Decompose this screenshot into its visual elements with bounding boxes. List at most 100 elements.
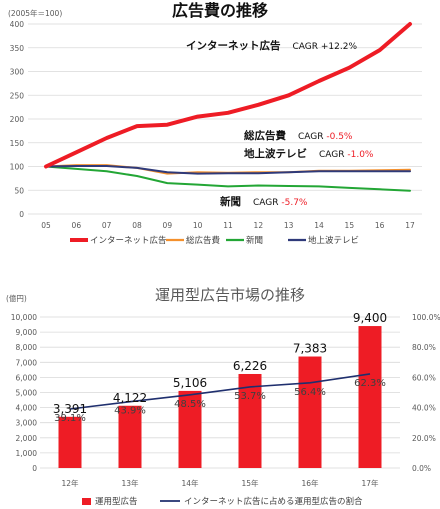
chart1-x-tick-label: 17: [405, 221, 415, 230]
chart2-bar: [238, 373, 262, 468]
chart2-x-tick-label: 14年: [181, 478, 199, 488]
chart1-y-tick-label: 100: [10, 163, 25, 172]
chart2-legend-swatch: [82, 498, 91, 505]
chart2-y2-tick-label: 80.0%: [412, 343, 436, 352]
chart2-ratio-value-label: 53.7%: [234, 391, 266, 402]
chart2-y-tick-label: 10,000: [11, 313, 37, 322]
chart2-legend-label: インターネット広告に占める運用型広告の割合: [184, 496, 363, 507]
chart2-y2-tick-label: 60.0%: [412, 373, 436, 382]
chart2-bar: [118, 405, 142, 468]
chart2-unit-note: (億円): [6, 293, 27, 303]
chart2-bar: [58, 416, 82, 468]
chart1-y-tick-label: 0: [19, 210, 24, 219]
chart1-series-line: [44, 22, 412, 169]
chart1-x-tick-label: 11: [223, 221, 233, 230]
chart1-legend-label: 地上波テレビ: [308, 235, 359, 246]
chart2-x-tick-label: 15年: [241, 478, 259, 488]
chart1-annotation-cagr-value: -0.5%: [326, 132, 353, 142]
chart1-x-tick-label: 09: [163, 221, 173, 230]
chart2-bar-value-label: 3,391: [53, 402, 87, 416]
chart1-unit-note: (2005年＝100): [8, 8, 62, 18]
chart2-grid: [40, 316, 400, 469]
chart1-y-tick-label: 150: [10, 139, 25, 148]
chart2-y-tick-label: 7,000: [16, 358, 38, 367]
chart2-ratio-value-label: 48.5%: [174, 399, 206, 410]
chart1-x-tick-label: 12: [254, 221, 264, 230]
chart1-y-tick-label: 250: [10, 91, 25, 100]
chart2-y-tick-label: 6,000: [16, 373, 38, 382]
chart2-legend: 運用型広告 インターネット広告に占める運用型広告の割合: [82, 496, 363, 507]
chart1-legend-label: 総広告費: [186, 235, 221, 246]
chart1-series-line: [45, 165, 411, 192]
chart1-legend-label: 新聞: [246, 235, 263, 246]
chart1-y-tick-label: 200: [10, 115, 25, 124]
chart2-bar-value-label: 9,400: [353, 311, 387, 325]
chart2-y-tick-label: 5,000: [16, 389, 38, 398]
chart2-y-tick-label: 3,000: [16, 419, 38, 428]
chart2-data-labels: 3,391 4,122 5,106 6,226 7,383 9,400 39.1% 43.9%…: [53, 311, 387, 424]
chart2-y-axis: 0 1,000 2,000 3,000 4,000 5,000 6,000 7,000 8,00…: [11, 313, 37, 473]
chart2-x-axis: 12年 13年 14年 15年 16年 17年: [61, 478, 379, 488]
chart1-annotation-cagr-value: -5.7%: [281, 198, 308, 208]
chart2-y2-tick-label: 0.0%: [412, 464, 431, 473]
chart2-bar: [178, 390, 202, 468]
chart1-series: [44, 22, 412, 192]
chart1-y-tick-label: 50: [14, 186, 24, 195]
chart2-ratio-value-label: 39.1%: [54, 413, 86, 424]
chart1-x-tick-label: 15: [345, 221, 355, 230]
chart1-y-tick-label: 350: [10, 44, 25, 53]
chart2-x-tick-label: 12年: [61, 478, 79, 488]
chart1-legend: インターネット広告 総広告費 新聞 地上波テレビ: [70, 235, 359, 246]
chart2-y-tick-label: 8,000: [16, 343, 38, 352]
chart2-y-tick-label: 0: [32, 464, 37, 473]
chart2-bar-value-label: 6,226: [233, 359, 267, 373]
chart1-x-tick-label: 07: [102, 221, 112, 230]
chart1-series-line: [45, 165, 411, 175]
chart2-bar-value-label: 4,122: [113, 391, 147, 405]
chart1-annotation: 地上波テレビ CAGR -1.0%: [244, 147, 374, 160]
chart1-annotation-cagr-prefix: CAGR: [298, 132, 326, 142]
chart1-x-axis: 05 06 07 08 09 10 11 12 13 14 15 16 17: [41, 221, 415, 230]
chart1-x-tick-label: 13: [284, 221, 294, 230]
chart2-ratio-line-path: [69, 373, 371, 410]
chart1-y-tick-label: 300: [10, 68, 25, 77]
chart1-x-tick-label: 08: [132, 221, 142, 230]
chart1-title: 広告費の推移: [172, 1, 268, 20]
chart2-y2-tick-label: 100.0%: [412, 313, 440, 322]
chart2-ratio-value-label: 62.3%: [354, 378, 386, 389]
chart2-title: 運用型広告市場の推移: [155, 286, 305, 304]
chart1-annotation-label: 新聞: [220, 195, 241, 208]
chart1-y-tick-label: 400: [10, 20, 25, 29]
chart1-x-tick-label: 16: [375, 221, 385, 230]
chart1-x-tick-label: 10: [193, 221, 203, 230]
chart1-annotation-cagr-value: -1.0%: [347, 150, 374, 160]
chart1-annotation: インターネット広告 CAGR +12.2%: [186, 39, 357, 52]
chart1-annotation-cagr-value: +12.2%: [321, 42, 358, 52]
chart2-bar: [358, 326, 382, 468]
chart2-y2-axis: 0.0% 20.0% 40.0% 60.0% 80.0% 100.0%: [412, 313, 440, 473]
chart1-annotation-cagr-prefix: CAGR: [253, 198, 281, 208]
chart1-annotation-cagr-prefix: CAGR: [319, 150, 347, 160]
chart2-ratio-value-label: 56.4%: [294, 387, 326, 398]
chart1-x-tick-label: 14: [314, 221, 324, 230]
chart2-bar-value-label: 5,106: [173, 376, 207, 390]
chart1-x-tick-label: 05: [41, 221, 51, 230]
chart1-annotation-cagr-prefix: CAGR: [293, 42, 321, 52]
chart2-ratio-value-label: 43.9%: [114, 406, 146, 417]
chart2-y-tick-label: 2,000: [16, 434, 38, 443]
chart2-x-tick-label: 16年: [301, 478, 319, 488]
chart2-y2-tick-label: 40.0%: [412, 404, 436, 413]
chart2-ratio-line: [69, 373, 371, 410]
chart2-x-tick-label: 17年: [361, 478, 379, 488]
chart2-y-tick-label: 9,000: [16, 328, 38, 337]
chart1-y-axis: 0 50 100 150 200 250 300 350 400: [10, 20, 25, 219]
chart2-y2-tick-label: 20.0%: [412, 434, 436, 443]
chart1-legend-label: インターネット広告: [90, 235, 167, 246]
chart2-bar-value-label: 7,383: [293, 342, 327, 356]
chart1-annotation-label: 地上波テレビ: [244, 147, 307, 160]
chart1-annotation-label: 総広告費: [244, 129, 286, 142]
chart2-x-tick-label: 13年: [121, 478, 139, 488]
chart1-annotations: インターネット広告 CAGR +12.2% 総広告費 CAGR -0.5% 地上波テレビ…: [186, 39, 374, 208]
chart1-x-tick-label: 06: [72, 221, 82, 230]
